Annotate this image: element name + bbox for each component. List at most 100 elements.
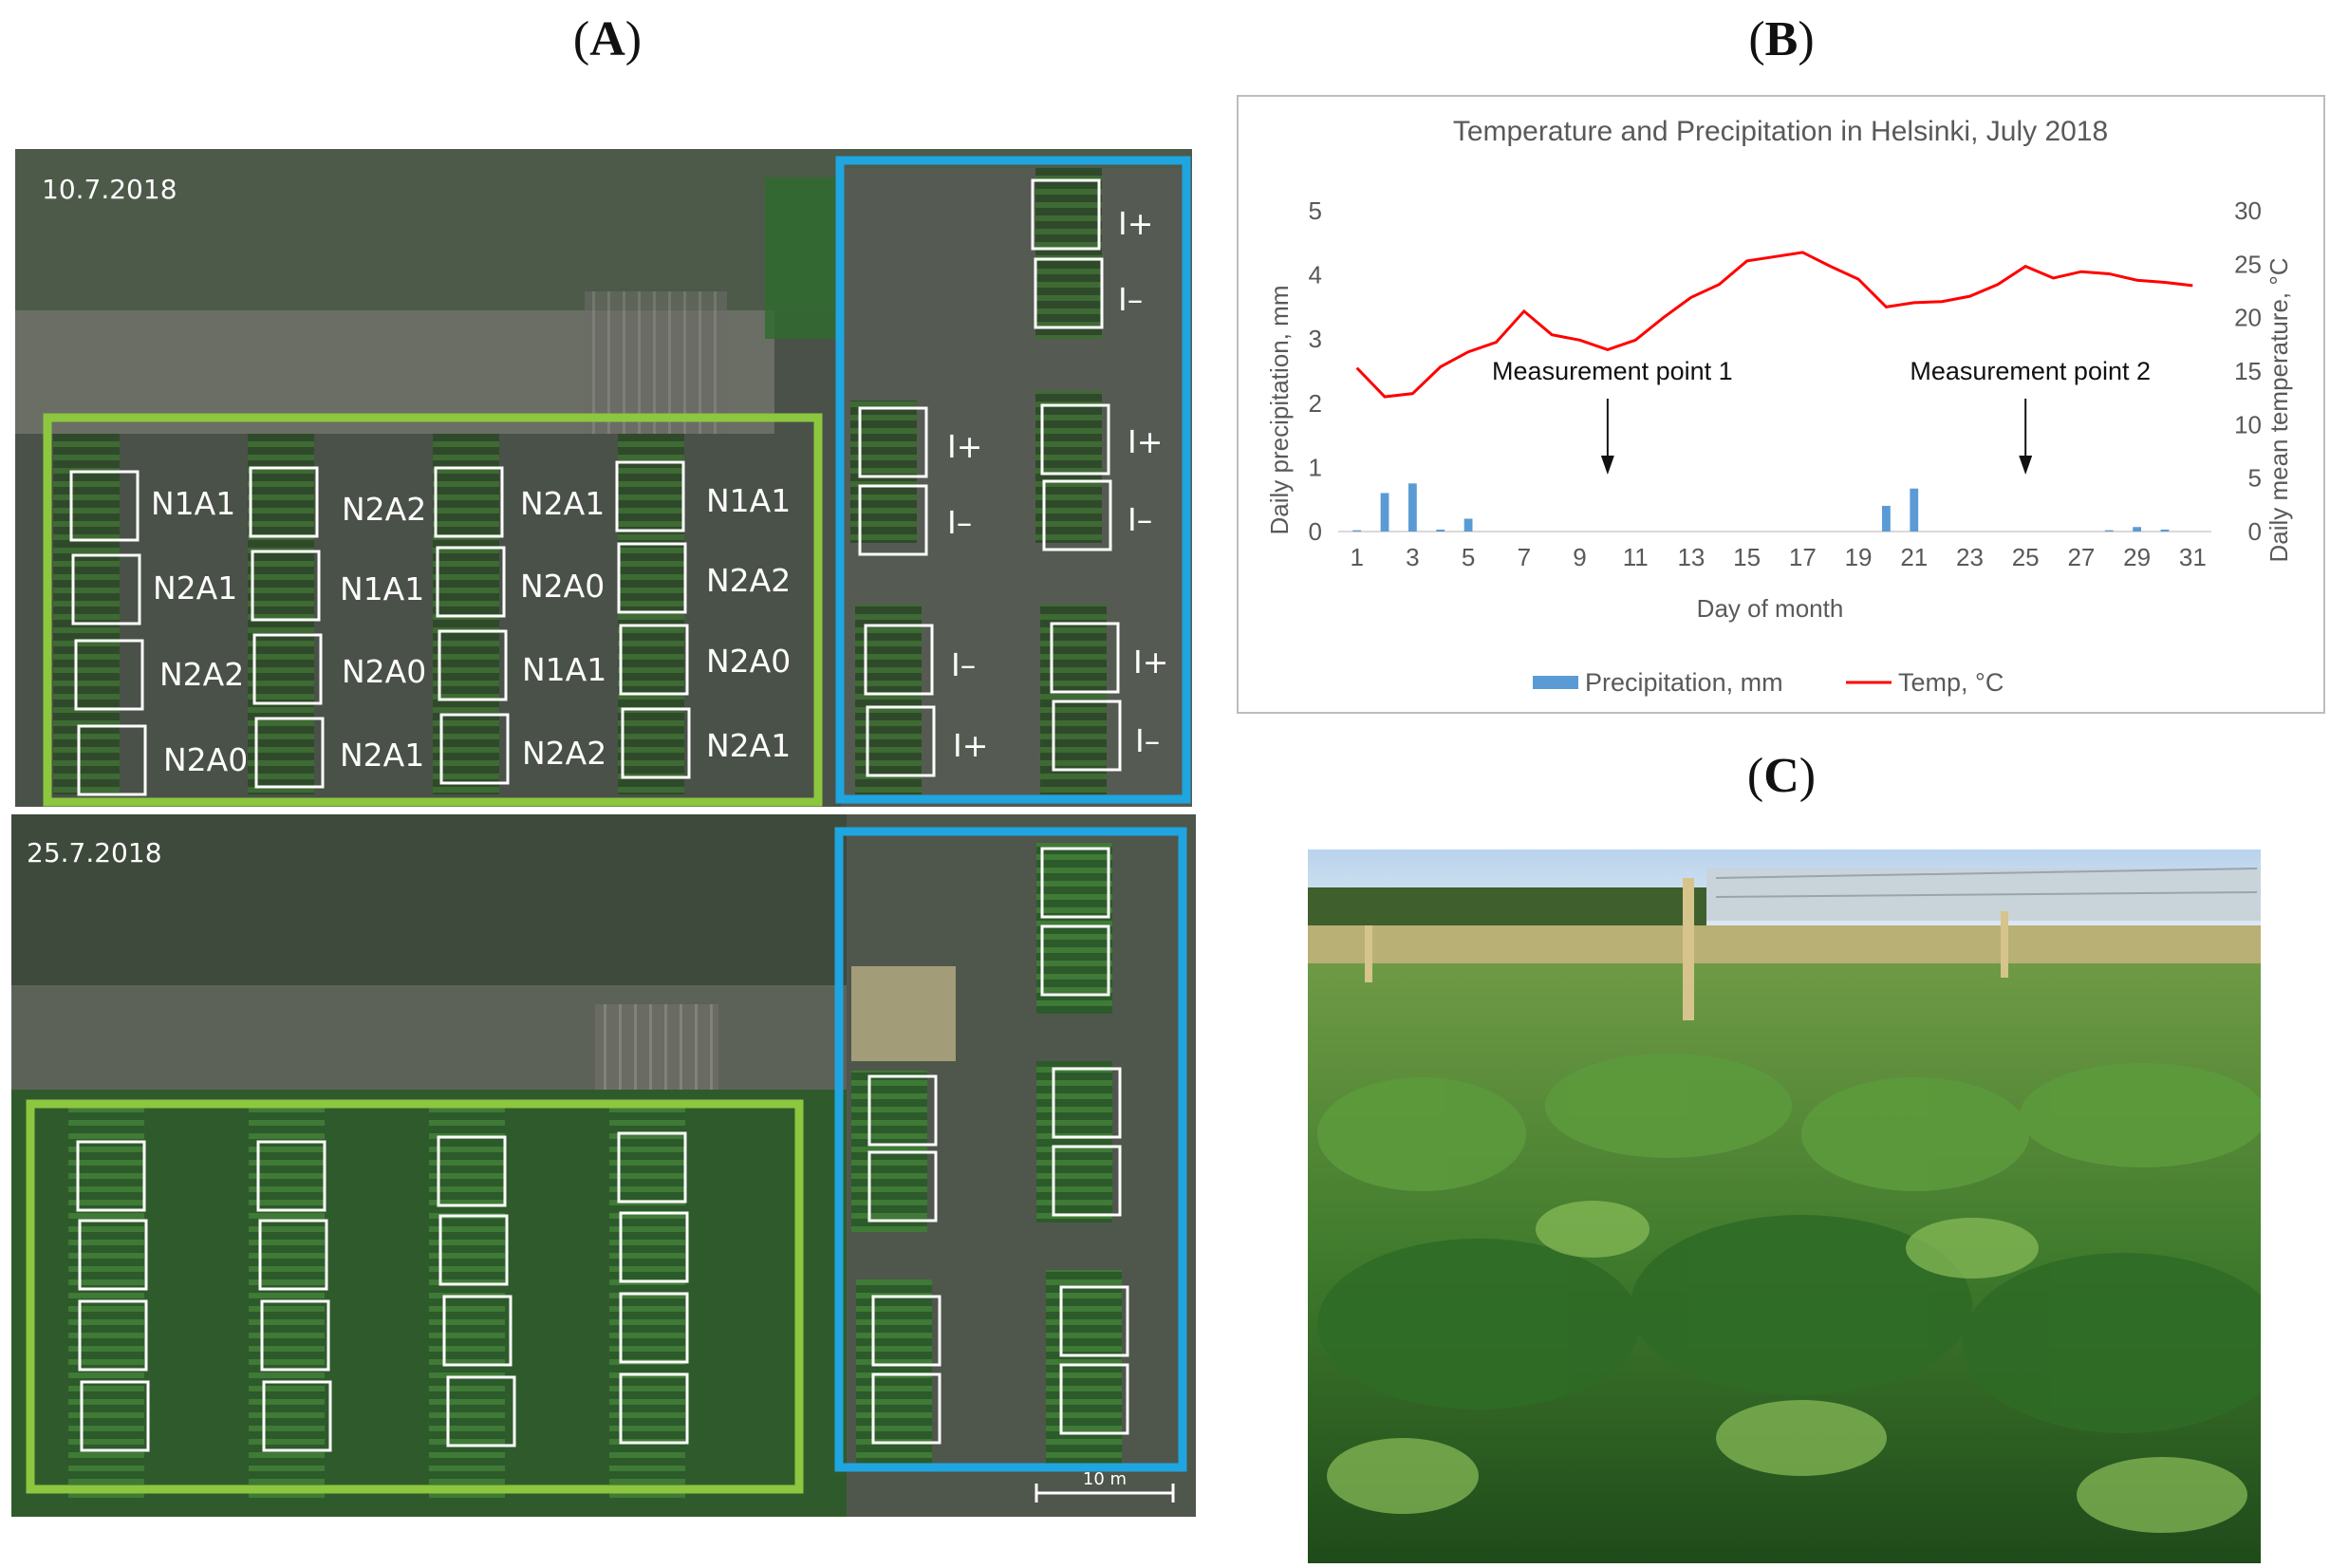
nitrogen-group-box [43, 413, 823, 807]
plot-box [1040, 847, 1110, 919]
plot-box [858, 484, 928, 556]
y-right-tick-label: 30 [2234, 196, 2262, 225]
plot-box [858, 406, 928, 478]
nitrogen-group-box [26, 1099, 804, 1494]
legend-label-precipitation: Precipitation, mm [1585, 668, 1783, 697]
measurement-point-arrowhead [1600, 456, 1614, 475]
y-right-tick-label: 20 [2234, 304, 2262, 332]
panel-label-b: (B) [1748, 12, 1815, 66]
precip-bar [1352, 530, 1362, 532]
plot-label: I+ [1133, 644, 1168, 681]
plot-box [258, 1219, 328, 1291]
plot-label: N2A0 [520, 568, 605, 605]
precip-bar [2160, 529, 2170, 532]
field-photo [1308, 849, 2261, 1563]
panel-label-a: (A) [572, 12, 643, 66]
legend-swatch-precipitation [1533, 676, 1578, 689]
plot-box [1042, 479, 1112, 551]
x-tick-label: 25 [2012, 543, 2040, 571]
plot-box [1040, 403, 1110, 476]
plot-box [249, 466, 319, 538]
plot-box [619, 1372, 689, 1445]
plot-label: I+ [947, 428, 982, 465]
plot-label: N1A1 [151, 485, 235, 522]
panel-label-c: (C) [1746, 749, 1817, 803]
precip-bar [2133, 527, 2142, 532]
precip-bar [1380, 493, 1389, 532]
chart-title: Temperature and Precipitation in Helsink… [1453, 116, 2108, 147]
plot-box [1050, 622, 1120, 694]
precip-bar [1910, 488, 1919, 532]
aerial-bottom-svg: 25.7.2018 [11, 814, 1196, 1517]
x-axis-title: Day of month [1697, 594, 1844, 623]
aerial-image-top: 10.7.2018 N1A1 N2A1 N2A2 N2A0 N2A2 N1A1 … [15, 149, 1192, 807]
x-tick-label: 21 [1900, 543, 1928, 571]
date-bottom: 25.7.2018 [27, 837, 162, 868]
plot-box [78, 1219, 148, 1291]
x-tick-label: 31 [2179, 543, 2207, 571]
plot-box [621, 707, 691, 779]
plot-box [446, 1375, 516, 1447]
field-photo-svg [1308, 849, 2261, 1563]
plot-box [437, 1135, 507, 1207]
y-left-tick-label: 3 [1309, 325, 1322, 353]
x-tick-label: 1 [1350, 543, 1363, 571]
y-left-tick-label: 2 [1309, 389, 1322, 418]
plot-label: N2A2 [522, 735, 606, 772]
x-tick-label: 5 [1462, 543, 1475, 571]
y-axis-left-title: Daily precipitation, mm [1265, 286, 1294, 535]
measurement-point-arrowhead [2019, 456, 2033, 475]
precip-bar [1882, 505, 1891, 532]
plot-box [71, 553, 141, 625]
temp-precip-chart: Temperature and Precipitation in Helsink… [1265, 116, 2293, 697]
plot-box [262, 1380, 332, 1452]
x-tick-label: 17 [1789, 543, 1817, 571]
plot-label: N2A2 [159, 656, 244, 693]
plot-label: I– [951, 646, 976, 683]
plot-box [69, 470, 140, 542]
y-left-tick-label: 5 [1309, 196, 1322, 225]
legend-label-temperature: Temp, °C [1898, 668, 2004, 697]
scale-label: 10 m [1083, 1469, 1127, 1489]
plot-box [867, 1150, 938, 1223]
plot-box [434, 466, 504, 538]
measurement-point-label: Measurement point 1 [1492, 357, 1733, 385]
plot-box [1040, 924, 1110, 997]
plot-box [251, 550, 321, 622]
plot-box [1034, 257, 1104, 329]
plot-box [74, 639, 144, 711]
y-left-tick-label: 4 [1309, 261, 1322, 289]
plot-label: N2A0 [163, 741, 248, 778]
y-right-tick-label: 10 [2234, 410, 2262, 439]
plot-box [619, 1292, 689, 1364]
plot-box [254, 717, 325, 789]
x-tick-label: 29 [2123, 543, 2151, 571]
plot-box [871, 1372, 941, 1445]
plot-label: N2A1 [706, 727, 791, 764]
x-tick-label: 3 [1406, 543, 1419, 571]
plot-box [617, 542, 687, 614]
plot-box [442, 1295, 513, 1367]
plot-label: N2A1 [153, 569, 237, 607]
plot-box [866, 705, 936, 777]
plot-label: I– [1128, 501, 1152, 538]
plot-box [252, 633, 323, 705]
plot-box [871, 1295, 941, 1367]
y-axis-right-title: Daily mean temperature, °C [2265, 257, 2293, 562]
plot-box [1059, 1363, 1129, 1435]
measurement-point-label: Measurement point 2 [1910, 357, 2151, 385]
aerial-image-bottom: 25.7.2018 [11, 814, 1196, 1517]
plot-box [1052, 1067, 1122, 1139]
plot-box [619, 624, 689, 696]
plot-box [1052, 1145, 1122, 1217]
scale-bar: 10 m [1035, 1469, 1175, 1503]
y-right-tick-label: 25 [2234, 250, 2262, 278]
x-tick-label: 9 [1573, 543, 1586, 571]
plot-label: I+ [1118, 205, 1153, 242]
irrigation-group-box [834, 827, 1187, 1472]
plot-label: N1A1 [340, 570, 424, 607]
plot-label: N2A0 [706, 643, 791, 680]
aerial-top-svg: 10.7.2018 N1A1 N2A1 N2A2 N2A0 N2A2 N1A1 … [15, 149, 1192, 807]
plot-box [1031, 178, 1101, 251]
plot-label: N2A2 [342, 491, 426, 528]
